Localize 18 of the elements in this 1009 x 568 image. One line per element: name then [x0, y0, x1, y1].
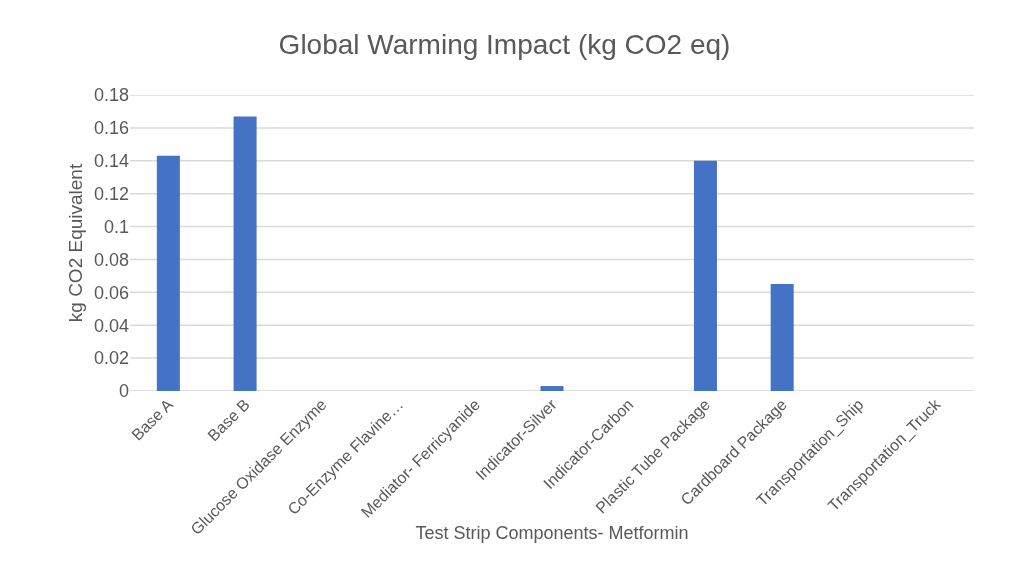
- bar: [540, 386, 564, 391]
- y-tick-label: 0.16: [93, 118, 129, 139]
- y-tick-label: 0.18: [93, 85, 129, 106]
- bar: [693, 160, 717, 391]
- y-tick-label: 0.08: [93, 249, 129, 270]
- y-axis-title: kg CO2 Equivalent: [65, 163, 86, 323]
- y-tick-label: 0.02: [93, 348, 129, 369]
- y-tick-label: 0.12: [93, 183, 129, 204]
- y-tick-label: 0: [118, 381, 129, 402]
- bar: [156, 155, 180, 391]
- bar: [233, 116, 257, 391]
- bar: [770, 284, 794, 391]
- chart-title: Global Warming Impact (kg CO2 eq): [278, 28, 731, 60]
- y-tick-label: 0.06: [93, 282, 129, 303]
- y-tick-label: 0.04: [93, 315, 129, 336]
- x-axis-title: Test Strip Components- Metformin: [415, 522, 689, 543]
- y-tick-label: 0.1: [103, 216, 129, 237]
- y-tick-label: 0.14: [93, 151, 129, 172]
